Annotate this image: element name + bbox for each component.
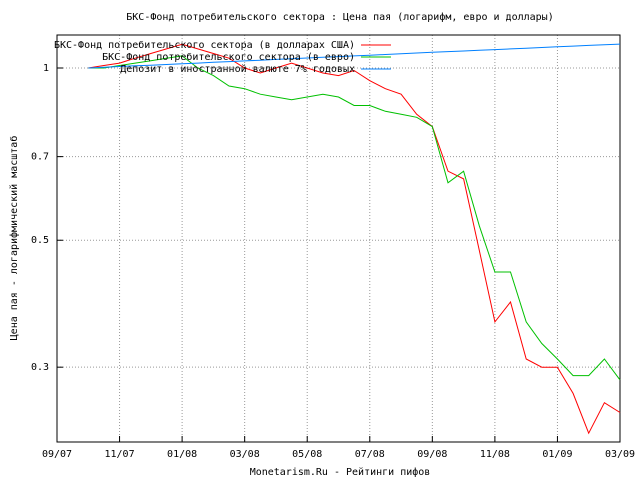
x-tick-label: 09/08 bbox=[417, 449, 447, 460]
x-tick-label: 03/09 bbox=[605, 449, 635, 460]
y-tick-label: 0.3 bbox=[31, 362, 49, 373]
y-tick-label: 0.5 bbox=[31, 235, 49, 246]
series-line bbox=[88, 43, 621, 435]
legend-label: Депозит в иностранной валюте 7% годовых bbox=[120, 63, 355, 75]
x-axis-label: Monetarism.Ru - Рейтинги пифов bbox=[250, 466, 431, 478]
x-tick-label: 11/07 bbox=[105, 449, 135, 460]
y-tick-label: 0.7 bbox=[31, 152, 49, 163]
x-tick-label: 01/09 bbox=[542, 449, 572, 460]
x-tick-label: 09/07 bbox=[42, 449, 72, 460]
plot-frame bbox=[56, 34, 621, 443]
x-tick-label: 01/08 bbox=[167, 449, 197, 460]
chart-title: БКС-Фонд потребительского сектора : Цена… bbox=[126, 11, 553, 23]
series-line bbox=[88, 43, 621, 69]
x-tick-label: 11/08 bbox=[480, 449, 510, 460]
y-axis-label: Цена пая - логарифмический масштаб bbox=[8, 136, 20, 341]
x-tick-label: 03/08 bbox=[230, 449, 260, 460]
x-tick-label: 07/08 bbox=[355, 449, 385, 460]
series-line bbox=[88, 55, 621, 381]
y-tick-label: 1 bbox=[43, 63, 49, 74]
x-tick-label: 05/08 bbox=[292, 449, 322, 460]
legend-label: БКС-Фонд потребительского сектора (в евр… bbox=[102, 51, 355, 63]
legend-label: БКС-Фонд потребительского сектора (в дол… bbox=[54, 39, 355, 51]
